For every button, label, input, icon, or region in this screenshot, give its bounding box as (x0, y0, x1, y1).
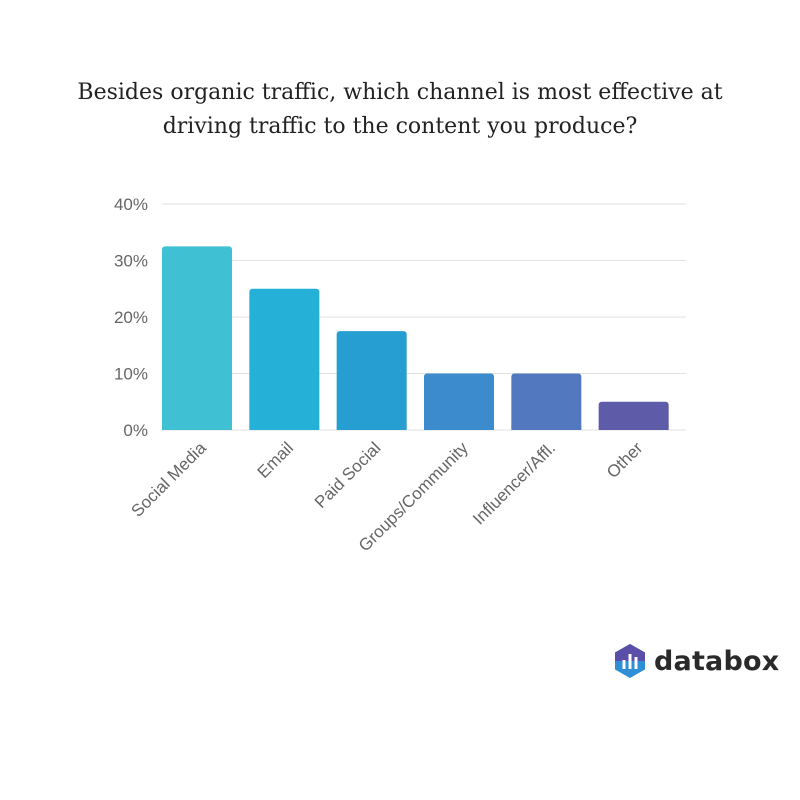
y-tick-label: 0% (123, 421, 148, 440)
x-tick-label: Influencer/Affl. (469, 438, 559, 528)
bar (336, 331, 407, 430)
y-tick-label: 10% (114, 365, 148, 384)
bar-base (336, 426, 407, 430)
bar-base (424, 426, 494, 430)
bar (424, 373, 494, 430)
chart-title: Besides organic traffic, which channel i… (0, 76, 800, 144)
bar (249, 288, 320, 430)
bar (162, 246, 232, 430)
bar-base (249, 426, 320, 430)
databox-logo-text: databox (654, 645, 780, 677)
chart-title-line-2: driving traffic to the content you produ… (162, 114, 638, 139)
x-tick-label: Paid Social (311, 438, 385, 512)
chart-title-line-1: Besides organic traffic, which channel i… (77, 80, 723, 105)
x-tick-label: Email (254, 438, 297, 481)
bar-base (598, 426, 669, 430)
bar (511, 373, 582, 430)
x-tick-label: Other (603, 438, 647, 482)
databox-logo: databox (613, 643, 779, 679)
x-tick-label: Social Media (128, 438, 211, 521)
y-tick-label: 20% (114, 308, 148, 327)
databox-logo-icon (615, 644, 645, 678)
y-tick-label: 40% (114, 195, 148, 214)
bar-base (162, 426, 232, 430)
bar-base (511, 426, 582, 430)
bar (598, 401, 669, 430)
y-tick-label: 30% (114, 252, 148, 271)
